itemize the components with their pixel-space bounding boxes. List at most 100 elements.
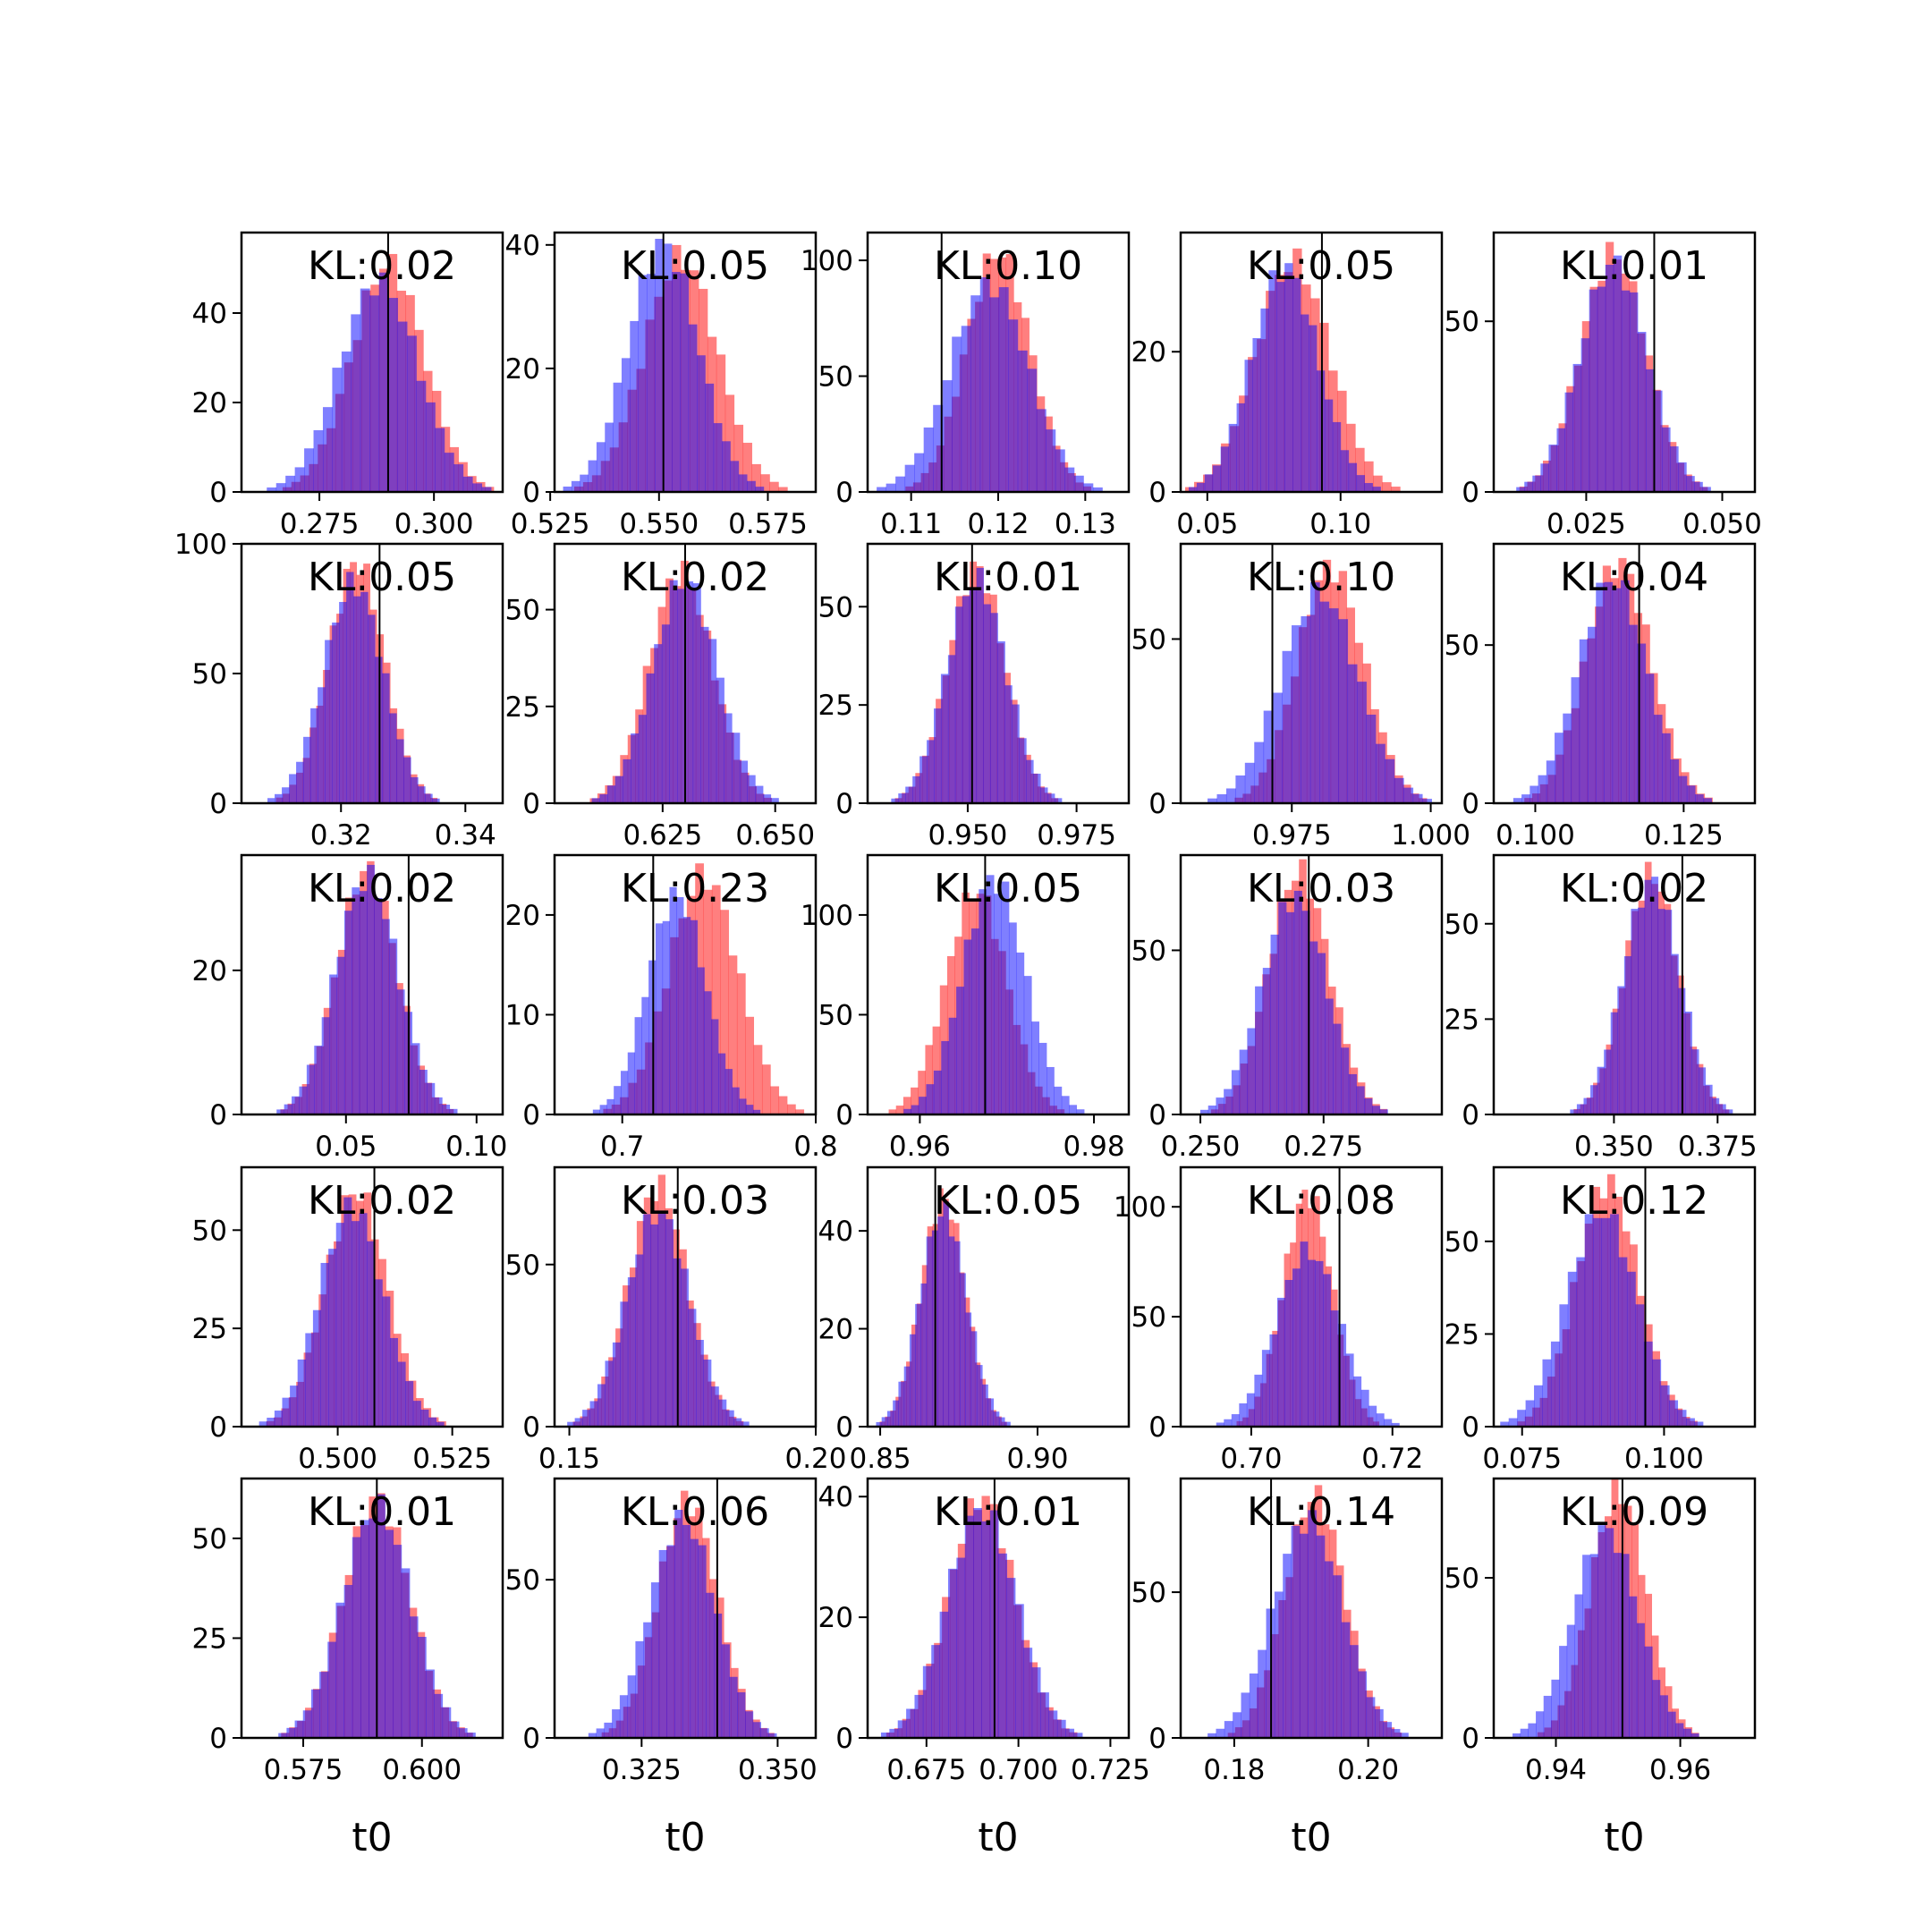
histogram-bar-blue (638, 275, 648, 492)
histogram-bar-blue (396, 739, 404, 803)
histogram-bar-blue (1023, 1648, 1033, 1738)
histogram-bar-blue (1239, 1049, 1248, 1114)
histogram-bar-blue (369, 295, 380, 492)
plot-area (891, 561, 1063, 803)
histogram-bar-red (728, 955, 738, 1114)
histogram-bar-blue (738, 474, 748, 492)
histogram-bar-blue (926, 1236, 933, 1427)
histogram-bar-blue (931, 1645, 941, 1738)
histogram-bar-blue (382, 1296, 391, 1427)
histogram-bar-blue (267, 487, 277, 492)
axes-frame (1492, 542, 1757, 805)
histogram-bar-blue (1048, 1710, 1058, 1738)
histogram-bar-blue (648, 960, 657, 1114)
histogram-panel: 0.15 0.20 0 50 KL:0.03 (505, 1165, 847, 1475)
histogram-bar-blue (943, 1201, 950, 1427)
histogram-bar-blue (947, 655, 956, 803)
x-tick-label: 0.7 (600, 1131, 644, 1163)
histogram-bar-blue (669, 580, 678, 803)
histogram-bar-blue (1348, 1073, 1357, 1114)
histogram-bar-blue (752, 1109, 761, 1114)
histogram-bar-blue (1055, 449, 1065, 492)
plot-area (276, 860, 458, 1114)
histogram-bar-blue (258, 1421, 267, 1427)
histogram-bar-blue (1292, 1268, 1301, 1427)
histogram-bar-blue (1212, 465, 1222, 492)
histogram-bar-blue (318, 687, 326, 803)
histogram-bar-blue (897, 1720, 907, 1738)
histogram-bar-blue (1208, 1733, 1216, 1738)
histogram-bar-blue (1196, 482, 1206, 492)
histogram-bar-blue (1076, 1109, 1085, 1114)
histogram-bar-blue (1637, 643, 1647, 803)
histogram-bar-blue (411, 776, 419, 803)
histogram-bar-red (733, 424, 744, 492)
axes-frame (240, 853, 504, 1116)
histogram-bar-blue (1263, 710, 1274, 803)
histogram-bar-red (795, 1109, 805, 1114)
histogram-bar-blue (696, 1340, 704, 1427)
histogram-bar-blue (589, 1401, 598, 1427)
histogram-bar-blue (1653, 715, 1663, 803)
histogram-bar-blue (418, 1637, 427, 1738)
histogram-bar-blue (1682, 1728, 1691, 1738)
kl-annotation: KL:0.03 (621, 1178, 769, 1224)
histogram-bar-blue (1652, 1359, 1662, 1427)
histogram-bar-red (918, 1071, 926, 1114)
y-tick-label: 0 (1148, 1411, 1166, 1444)
histogram-bar-blue (886, 1411, 894, 1427)
histogram-bar-blue (284, 1104, 292, 1114)
histogram-bar-blue (1618, 1257, 1628, 1427)
histogram-bar-blue (1675, 1723, 1684, 1738)
histogram-bar-blue (1525, 1400, 1535, 1427)
histogram-bar-blue (351, 1221, 360, 1427)
histogram-bar-blue (948, 1017, 957, 1114)
histogram-bar-blue (1038, 1042, 1047, 1114)
histogram-bar-blue (1613, 1553, 1622, 1738)
histogram-bar-blue (983, 604, 991, 803)
histogram-bar-blue (591, 798, 600, 803)
histogram-bar-blue (1224, 1089, 1233, 1114)
histogram-bar-blue (1358, 1671, 1368, 1738)
x-tick-label: 0.10 (445, 1131, 507, 1163)
histogram-bar-blue (599, 1105, 607, 1114)
histogram-bar-blue (973, 1508, 982, 1738)
histogram-bar-blue (412, 1401, 421, 1427)
histogram-bar-blue (676, 897, 684, 1114)
y-tick-label: 50 (1445, 1563, 1479, 1595)
histogram-bar-blue (1654, 390, 1663, 492)
histogram-bar-blue (976, 1365, 983, 1427)
plot-area (267, 562, 440, 803)
histogram-bar-blue (690, 919, 699, 1114)
histogram-bar-blue (1623, 956, 1631, 1114)
kl-annotation: KL:0.02 (308, 866, 456, 911)
histogram-bar-blue (1199, 1109, 1209, 1114)
histogram-bar-blue (377, 1494, 386, 1738)
histogram-bar-blue (1254, 741, 1265, 803)
histogram-bar-blue (1254, 1374, 1263, 1427)
histogram-bar-blue (1580, 338, 1590, 492)
histogram-bar-blue (389, 938, 398, 1114)
histogram-bar-blue (389, 713, 397, 803)
histogram-bar-blue (605, 422, 614, 492)
histogram-bar-blue (933, 1070, 942, 1114)
histogram-bar-blue (1008, 922, 1017, 1114)
x-tick-label: 0.975 (1037, 819, 1116, 852)
histogram-bar-blue (725, 1410, 734, 1427)
histogram-bar-blue (942, 380, 953, 492)
histogram-bar-blue (927, 740, 935, 803)
histogram-bar-blue (1665, 910, 1673, 1114)
histogram-panel: 0.250 0.275 0 50 KL:0.03 (1131, 853, 1444, 1163)
histogram-bar-blue (1216, 1728, 1225, 1738)
y-tick-label: 50 (192, 658, 227, 691)
y-tick-label: 50 (1131, 1301, 1166, 1334)
histogram-bar-blue (1235, 775, 1246, 803)
histogram-bar-blue (697, 967, 705, 1114)
y-tick-label: 0 (835, 1099, 853, 1131)
axes-frame (1179, 1477, 1444, 1740)
histogram-bar-blue (1065, 1728, 1075, 1738)
histogram-bar-blue (1571, 677, 1580, 803)
histogram-bar-blue (747, 480, 756, 492)
histogram-bar-blue (1269, 1334, 1278, 1427)
x-tick-label: 0.550 (619, 508, 699, 540)
